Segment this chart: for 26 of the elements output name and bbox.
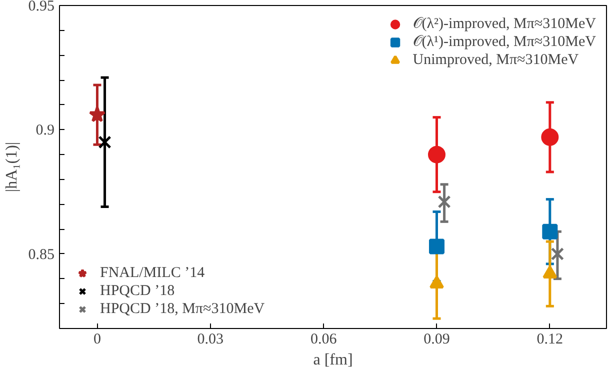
x-tick-label: 0.03 [197,332,224,348]
y-axis-title: |hA₁(1)| [3,142,20,192]
point [429,276,444,288]
x-tick-label: 0.12 [536,332,564,348]
point [542,224,558,240]
legend-label: 𝒪(λ²)-improved, Mπ≈310MeV [412,15,596,33]
legend-label: HPQCD ’18, Mπ≈310MeV [100,300,265,318]
point [88,106,106,122]
legend-label: HPQCD ’18 [100,282,175,300]
legend-label: FNAL/MILC ’14 [100,264,205,282]
y-tick-label: 0.85 [28,246,54,263]
legend-label: Unimproved, Mπ≈310MeV [412,51,579,69]
y-tick-label: 0.9 [36,122,54,139]
x-tick-label: 0.06 [310,332,338,348]
point [542,266,558,279]
point [98,136,112,149]
legend-label: 𝒪(λ¹)-improved, Mπ≈310MeV [412,33,596,51]
x-axis-title: a [fm] [313,352,353,368]
point [428,146,446,164]
point [428,238,444,254]
x-tick-label: 0.09 [424,332,450,348]
point [550,247,564,261]
point [438,195,451,208]
y-tick-label: 0.95 [28,0,54,14]
x-tick-label: 0 [93,332,101,348]
point [541,128,559,146]
